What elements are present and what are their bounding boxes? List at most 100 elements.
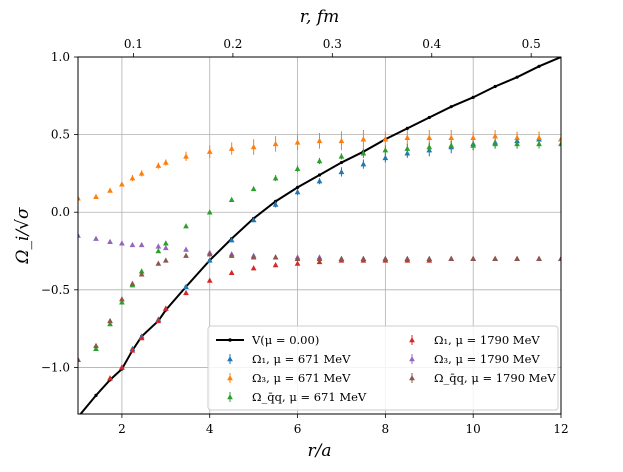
legend-marker-swatch <box>227 356 233 362</box>
data-point <box>78 356 81 362</box>
potential-point <box>515 75 519 79</box>
data-point <box>119 181 125 187</box>
legend-item-6: Ω_q̄q, μ = 1790 MeV <box>409 371 556 385</box>
data-point <box>138 271 145 277</box>
legend-label: Ω₃, μ = 1790 MeV <box>434 352 540 366</box>
data-point <box>162 159 169 165</box>
x-tick-label: 12 <box>553 422 568 436</box>
x-tick-label: 6 <box>294 422 302 436</box>
potential-point <box>449 105 453 109</box>
data-point <box>272 254 279 260</box>
data-point <box>93 235 99 241</box>
data-point <box>107 317 113 324</box>
y-tick-label: 1.0 <box>51 50 70 64</box>
data-point <box>138 334 145 341</box>
data-point <box>514 134 520 140</box>
data-point <box>338 137 345 144</box>
data-point <box>426 134 433 140</box>
data-point <box>404 134 411 140</box>
legend-point-swatch <box>228 338 232 342</box>
legend-label: Ω₃, μ = 671 MeV <box>252 371 351 385</box>
data-point <box>228 145 235 151</box>
data-point <box>129 280 136 286</box>
plot-frame <box>77 56 562 415</box>
data-point <box>316 258 323 265</box>
legend-item-3: Ω_q̄q, μ = 671 MeV <box>227 390 367 404</box>
data-point <box>558 136 561 142</box>
data-point <box>155 243 162 249</box>
legend-marker-swatch <box>227 375 233 381</box>
data-point <box>162 244 169 251</box>
y-tick-label: −1.0 <box>41 360 70 374</box>
potential-point <box>295 185 300 189</box>
data-point <box>78 195 81 201</box>
data-point <box>514 140 520 147</box>
data-point <box>228 237 235 243</box>
x-tick-label: 10 <box>466 422 481 436</box>
data-point <box>183 223 189 229</box>
data-point <box>250 185 257 192</box>
potential-point <box>76 416 79 419</box>
top-axis-label: r, fm <box>300 7 339 27</box>
data-point <box>426 255 433 262</box>
data-point <box>119 364 125 370</box>
potential-point <box>339 160 344 165</box>
data-point <box>250 265 257 271</box>
data-point <box>470 142 477 148</box>
data-point <box>107 375 113 381</box>
data-point <box>294 189 301 195</box>
data-point <box>155 260 162 266</box>
data-point <box>183 252 189 258</box>
data-point <box>316 178 323 184</box>
series-2 <box>78 129 561 201</box>
data-point <box>107 238 113 244</box>
data-point <box>382 147 389 153</box>
potential-point <box>317 173 322 177</box>
data-point <box>206 277 213 283</box>
data-point <box>250 216 257 223</box>
data-point <box>294 260 301 266</box>
data-point <box>294 165 301 172</box>
y-tick-label: 0.5 <box>51 128 70 142</box>
data-point <box>228 252 235 258</box>
data-point <box>183 246 189 252</box>
data-point <box>183 283 189 289</box>
data-point <box>492 255 498 262</box>
data-point <box>316 157 323 164</box>
data-point <box>206 209 213 215</box>
legend-item-0: V(μ = 0.00) <box>216 333 319 347</box>
data-point <box>93 345 99 352</box>
data-point <box>162 240 169 246</box>
legend-marker-swatch <box>409 337 415 343</box>
top-tick-label: 0.1 <box>124 37 143 51</box>
y-axis-label: Ω_i/√σ <box>13 207 33 265</box>
top-tick-label: 0.2 <box>223 37 242 51</box>
potential-point <box>94 393 98 397</box>
data-point <box>448 255 455 262</box>
legend-item-2: Ω₃, μ = 671 MeV <box>227 371 351 385</box>
potential-point <box>405 126 409 130</box>
top-tick-label: 0.4 <box>422 37 441 51</box>
data-point <box>558 140 561 147</box>
data-point <box>206 251 213 257</box>
potential-point <box>537 64 541 68</box>
data-point <box>93 193 99 199</box>
data-point <box>382 136 389 142</box>
data-point <box>129 175 136 181</box>
y-tick-label: −0.5 <box>41 283 70 297</box>
data-point <box>206 257 213 263</box>
data-point <box>250 254 257 260</box>
data-point <box>183 153 189 159</box>
data-point <box>107 320 113 327</box>
potential-point <box>427 115 431 120</box>
potential-line <box>79 57 561 414</box>
legend-label: Ω_q̄q, μ = 671 MeV <box>252 390 367 404</box>
data-point <box>138 268 145 274</box>
legend-label: Ω_q̄q, μ = 1790 MeV <box>434 371 556 385</box>
data-point <box>492 133 498 139</box>
data-point <box>470 134 477 140</box>
data-point <box>155 162 162 168</box>
data-point <box>155 317 162 324</box>
data-point <box>78 232 81 238</box>
data-point <box>119 299 125 305</box>
